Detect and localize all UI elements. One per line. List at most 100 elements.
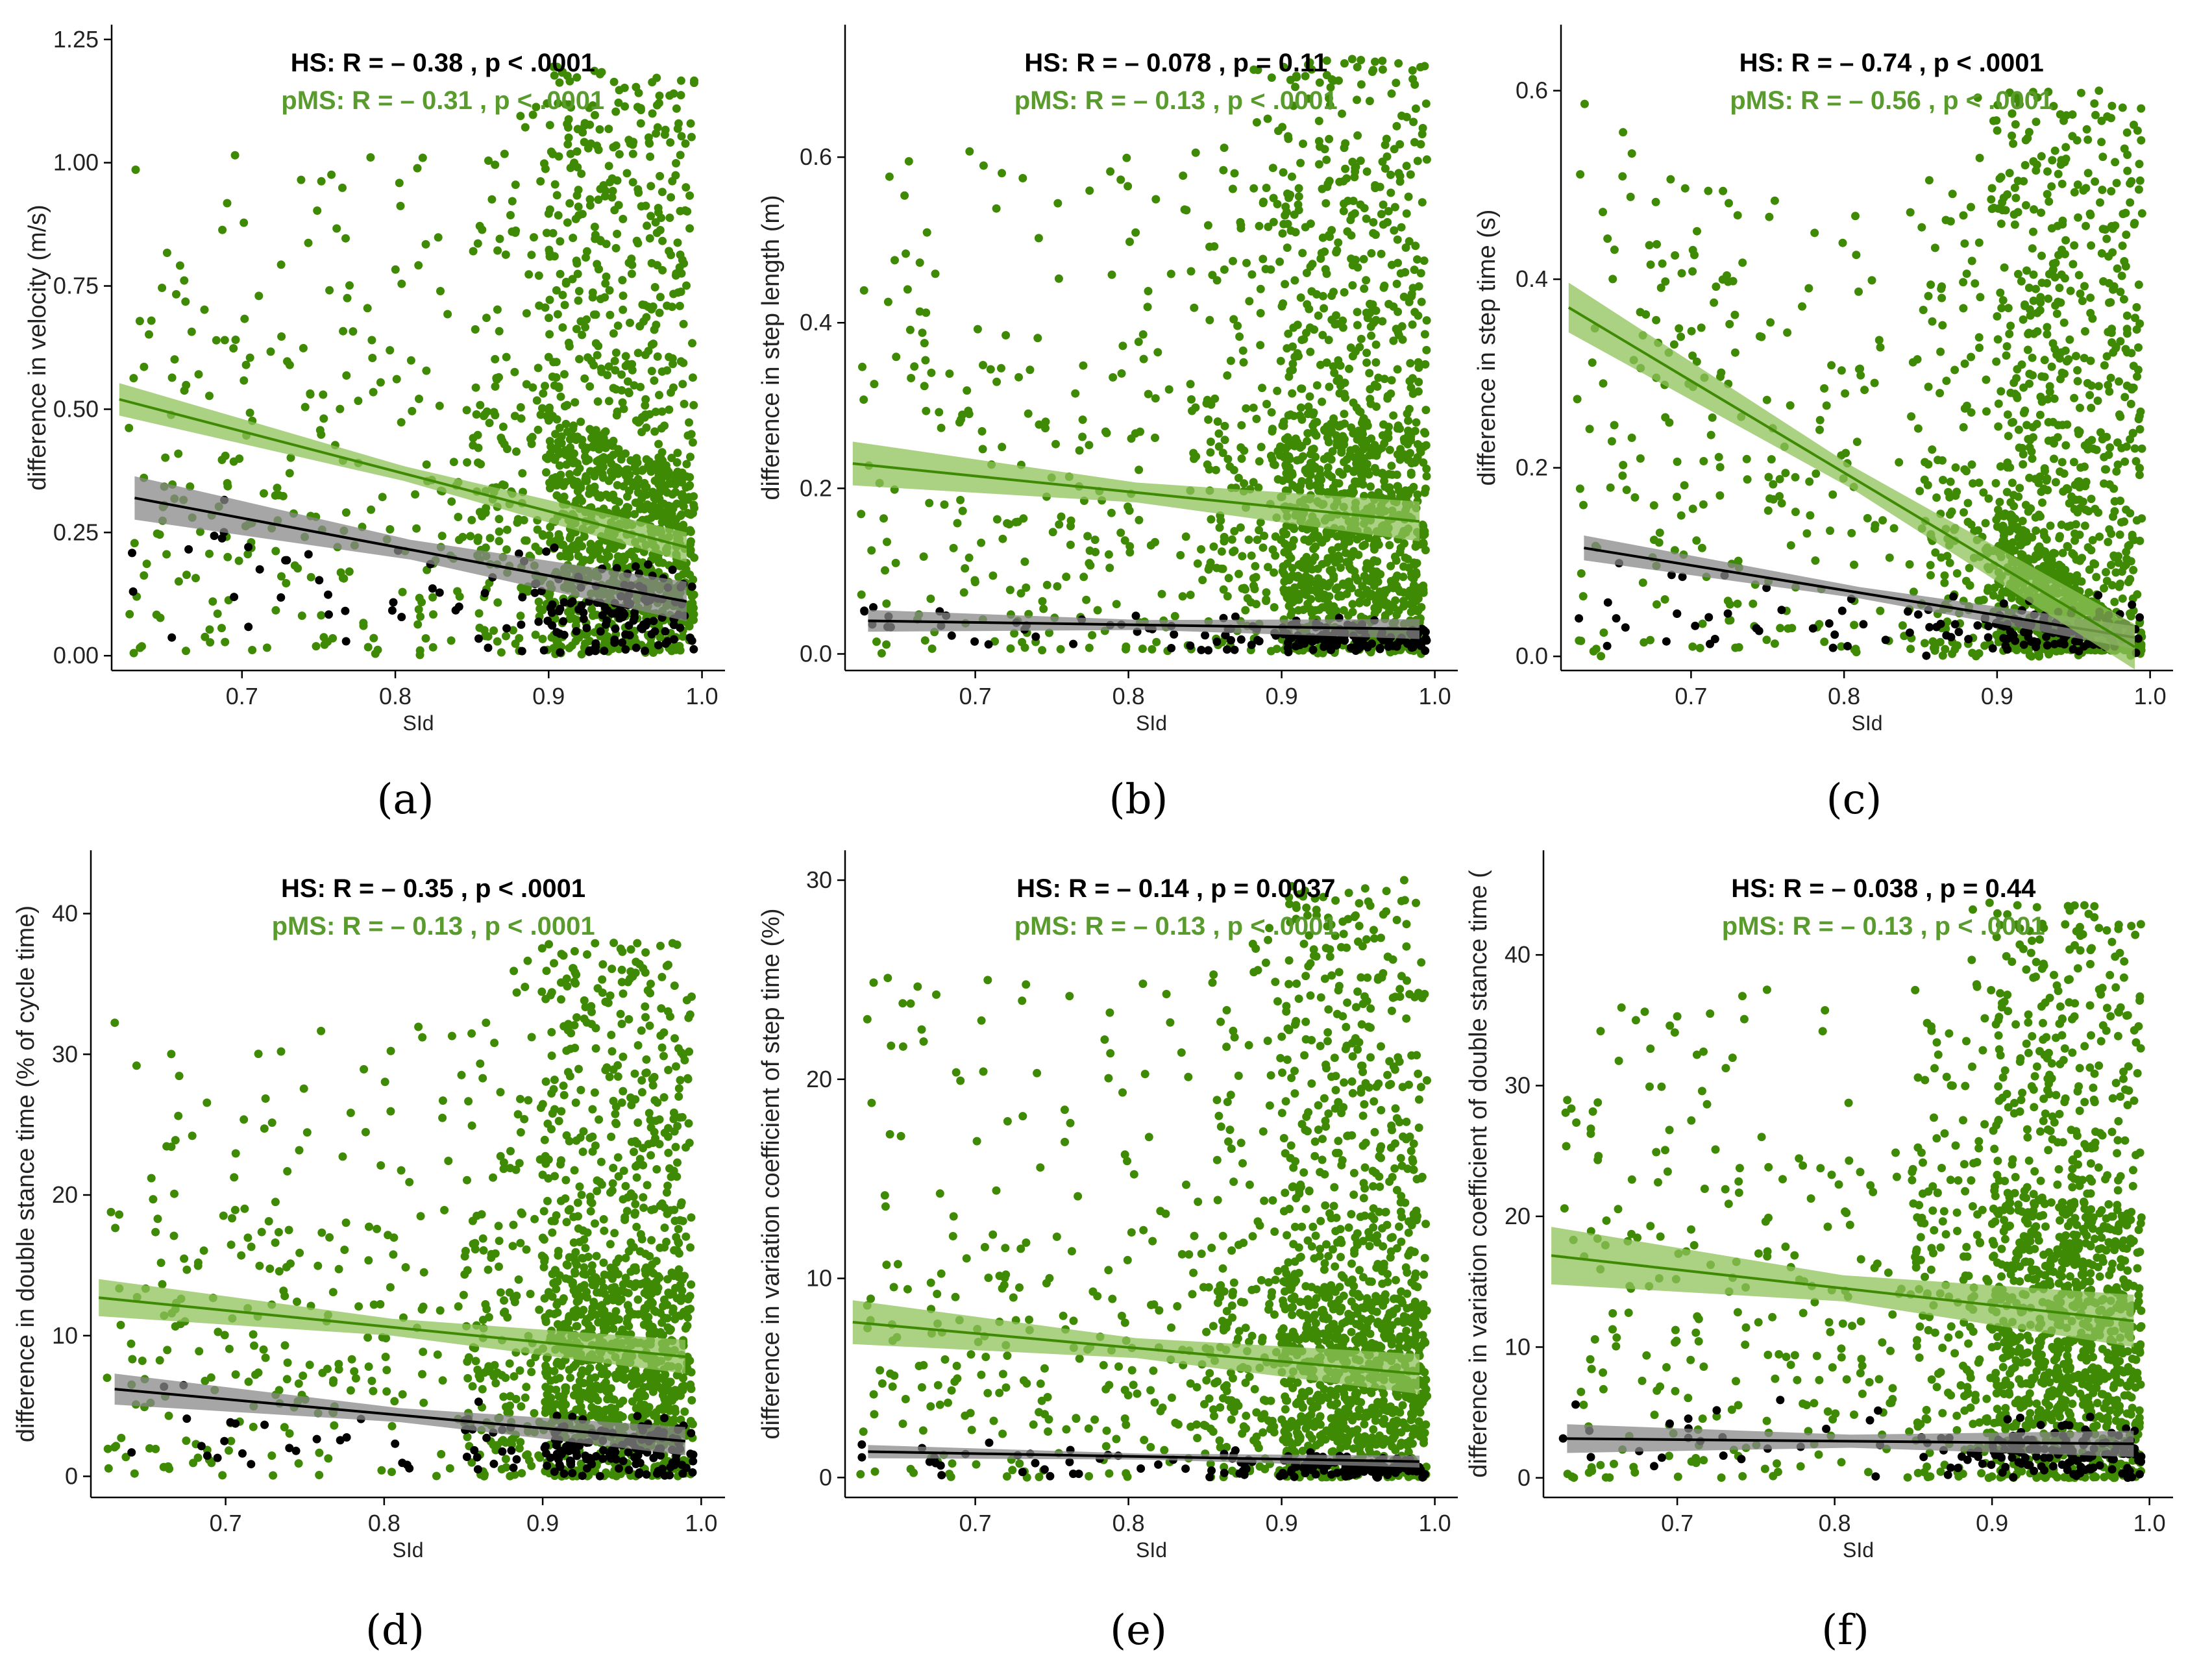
- data-point: [674, 475, 683, 484]
- data-point: [2033, 93, 2042, 102]
- data-point: [1264, 223, 1273, 231]
- data-point: [1959, 423, 1968, 432]
- data-point: [1939, 476, 1947, 484]
- data-point: [564, 133, 573, 142]
- data-point: [484, 632, 493, 641]
- data-point: [1294, 192, 1303, 201]
- data-point: [1725, 319, 1734, 328]
- data-point: [600, 293, 609, 302]
- data-point: [327, 170, 336, 179]
- data-point: [1730, 348, 1739, 357]
- data-point: [676, 76, 685, 85]
- data-point: [1340, 199, 1348, 208]
- data-point: [667, 388, 675, 397]
- data-point: [591, 310, 600, 319]
- data-point: [221, 451, 230, 460]
- data-point: [675, 301, 684, 310]
- data-point: [2087, 495, 2096, 504]
- data-point: [1258, 384, 1266, 393]
- data-point: [563, 218, 572, 227]
- data-point: [604, 125, 613, 134]
- data-point: [1309, 545, 1318, 554]
- x-tick-label: 0.7: [1675, 683, 1707, 709]
- data-point: [245, 353, 254, 362]
- data-point: [506, 211, 515, 219]
- data-point: [2111, 568, 2120, 577]
- x-tick-label: 0.9: [532, 683, 565, 709]
- data-point: [658, 513, 667, 522]
- data-point: [1290, 597, 1299, 605]
- data-point: [1041, 424, 1050, 433]
- data-point: [1256, 341, 1265, 350]
- data-point: [1241, 606, 1250, 615]
- data-point: [1020, 557, 1029, 566]
- data-point: [1908, 358, 1917, 367]
- data-point: [1688, 504, 1697, 513]
- data-point: [652, 73, 661, 82]
- data-point: [1300, 639, 1309, 648]
- data-point: [1305, 481, 1314, 490]
- data-point: [594, 145, 603, 154]
- data-point: [585, 382, 595, 391]
- data-point: [631, 562, 640, 571]
- data-point: [610, 356, 619, 365]
- data-point: [989, 571, 998, 580]
- data-point: [2082, 221, 2090, 230]
- data-point: [286, 453, 295, 462]
- data-point: [522, 380, 531, 389]
- data-point: [1179, 171, 1188, 180]
- data-point: [415, 395, 423, 403]
- data-point: [1412, 418, 1421, 427]
- data-point: [613, 481, 622, 489]
- data-point: [489, 408, 498, 417]
- data-point: [675, 641, 684, 650]
- data-point: [959, 588, 968, 597]
- data-point: [1930, 646, 1939, 655]
- data-point: [1394, 330, 1403, 339]
- data-point: [2083, 169, 2093, 178]
- data-point: [1936, 347, 1945, 356]
- data-point: [2013, 208, 2022, 217]
- data-point: [170, 355, 179, 364]
- data-point: [1419, 626, 1429, 635]
- data-point: [2073, 180, 2082, 189]
- data-point: [475, 623, 484, 632]
- data-point: [1987, 184, 1997, 193]
- data-point: [128, 548, 136, 558]
- data-point: [1125, 542, 1135, 551]
- data-point: [1285, 454, 1294, 463]
- data-point: [1344, 577, 1353, 586]
- data-point: [1422, 155, 1431, 164]
- data-point: [2065, 335, 2074, 344]
- data-point: [663, 472, 672, 481]
- data-point: [686, 537, 695, 546]
- data-point: [1338, 323, 1347, 332]
- data-point: [1253, 535, 1262, 545]
- data-point: [1339, 206, 1348, 215]
- data-point: [1981, 519, 1990, 528]
- data-point: [1237, 421, 1246, 430]
- data-point: [1219, 585, 1228, 594]
- data-point: [147, 316, 156, 325]
- data-point: [591, 110, 599, 119]
- data-point: [2084, 588, 2093, 597]
- data-point: [1229, 315, 1238, 324]
- data-point: [1995, 497, 2004, 506]
- data-point: [2132, 516, 2141, 525]
- data-point: [2008, 109, 2017, 118]
- data-point: [1353, 321, 1362, 330]
- data-point: [495, 373, 503, 382]
- data-point: [2080, 282, 2089, 291]
- data-point: [194, 370, 203, 379]
- data-point: [624, 621, 633, 630]
- data-point: [532, 396, 541, 405]
- data-point: [1223, 645, 1231, 654]
- data-point: [578, 441, 587, 450]
- data-point: [2132, 302, 2141, 312]
- data-point: [1230, 526, 1239, 535]
- annotation-hs: HS: R = – 0.078 , p = 0.11: [1024, 49, 1327, 77]
- data-point: [493, 598, 502, 607]
- data-point: [1917, 223, 1926, 232]
- data-point: [522, 536, 531, 545]
- data-point: [1107, 270, 1116, 279]
